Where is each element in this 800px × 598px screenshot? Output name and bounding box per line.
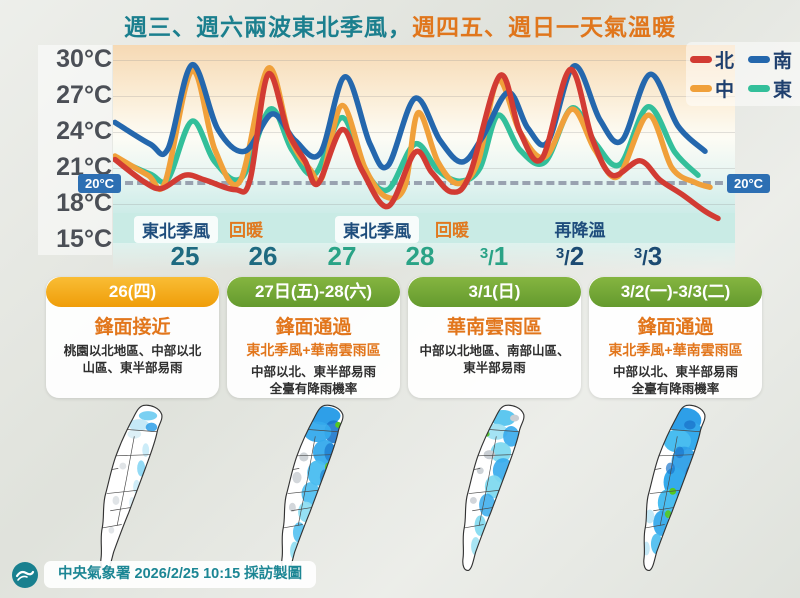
card-header: 3/2(一)-3/3(二): [589, 277, 762, 307]
legend-item-北: 北: [690, 46, 744, 73]
annotation-東北季風: 東北季風: [134, 216, 218, 243]
card-rain-description: 桃園以北地區、中部以北 山區、東半部易雨: [63, 344, 202, 376]
legend-swatch-icon: [690, 56, 712, 63]
annotation-再降溫: 再降溫: [554, 221, 606, 240]
legend-swatch-icon: [690, 85, 712, 92]
taiwan-rain-map-3: [424, 402, 564, 576]
title-cold-part: 週三、週六兩波東北季風，: [124, 14, 412, 40]
card-header: 3/1(日): [408, 277, 581, 307]
x-axis-strip: [113, 243, 735, 270]
footer-credit: 中央氣象署 2026/2/25 10:15 採訪製圖: [44, 561, 317, 588]
y-tick-label: 27°C: [56, 81, 112, 109]
legend-label: 南: [773, 51, 793, 72]
x-tick-label: 26: [248, 241, 278, 271]
y-tick-label: 18°C: [56, 189, 112, 217]
gridline: [113, 204, 735, 205]
wave-glyph-icon: [15, 570, 35, 581]
annotation-東北季風: 東北季風: [335, 216, 419, 243]
taiwan-rain-map-1: [62, 402, 202, 576]
title-warm-part: 週四五、週日一天氣溫暖: [412, 14, 676, 40]
card-condition-title: 鋒面通過: [275, 317, 352, 338]
card-rain-description: 中部以北地區、南部山區、 東半部易雨: [419, 344, 570, 376]
card-condition-title: 華南雲雨區: [446, 317, 542, 338]
card-rain-description: 中部以北、東半部易雨 全臺有降雨機率: [612, 365, 738, 397]
gridline: [113, 60, 735, 61]
card-rain-description: 中部以北、東半部易雨 全臺有降雨機率: [250, 365, 376, 397]
card-condition-subtitle: 東北季風+華南雲雨區: [246, 342, 381, 358]
card-header: 26(四): [46, 277, 219, 307]
taiwan-rain-map-4: [605, 402, 745, 576]
gridline: [113, 132, 735, 133]
legend-swatch-icon: [748, 85, 770, 92]
legend-label: 東: [773, 80, 793, 101]
taiwan-map-svg: [281, 404, 344, 571]
taiwan-map-svg: [643, 404, 706, 571]
forecast-card-3: 3/1(日) 華南雲雨區中部以北地區、南部山區、 東半部易雨: [408, 277, 581, 398]
card-condition-title: 鋒面接近: [94, 317, 171, 338]
x-tick-label: 28: [405, 241, 435, 271]
forecast-card-1: 26(四) 鋒面接近桃園以北地區、中部以北 山區、東半部易雨: [46, 277, 219, 398]
series-line-北: [113, 66, 721, 222]
annotation-回暖: 回暖: [435, 221, 469, 240]
forecast-card-2: 27日(五)-28(六) 鋒面通過東北季風+華南雲雨區中部以北、東半部易雨 全臺有…: [227, 277, 400, 398]
forecast-card-4: 3/2(一)-3/3(二) 鋒面通過東北季風+華南雲雨區中部以北、東半部易雨 全臺…: [589, 277, 762, 398]
taiwan-map-svg: [100, 404, 163, 571]
series-line-南: [113, 62, 708, 171]
ref-badge-right: 20°C: [727, 174, 771, 193]
x-tick-label: 25: [170, 241, 200, 271]
card-condition-title: 鋒面通過: [637, 317, 714, 338]
x-tick-label: 3/3: [633, 241, 663, 271]
page-title: 週三、週六兩波東北季風，週四五、週日一天氣溫暖: [0, 8, 800, 42]
card-header: 27日(五)-28(六): [227, 277, 400, 307]
taiwan-map-svg: [462, 404, 525, 571]
ref-badge-left: 20°C: [78, 174, 122, 193]
gridline: [113, 168, 735, 169]
annotation-回暖: 回暖: [229, 221, 263, 240]
x-tick-label: 27: [327, 241, 357, 271]
y-tick-label: 24°C: [56, 117, 112, 145]
taiwan-rain-map-2: [243, 402, 383, 576]
y-tick-label: 15°C: [56, 225, 112, 253]
legend-swatch-icon: [748, 56, 770, 63]
y-axis-column: 30°C 27°C 24°C 21°C 18°C 15°C: [38, 45, 112, 255]
reference-line-20c: [113, 181, 735, 185]
card-condition-subtitle: 東北季風+華南雲雨區: [608, 342, 743, 358]
legend-item-中: 中: [690, 75, 744, 102]
legend-label: 中: [715, 80, 735, 101]
legend-label: 北: [715, 51, 735, 72]
temperature-line-chart: [113, 62, 721, 222]
x-tick-label: 3/2: [555, 241, 585, 271]
y-tick-label: 30°C: [56, 45, 112, 73]
gridline: [113, 96, 735, 97]
x-tick-label: 3/1: [479, 241, 509, 271]
chart-legend: 北 南中 東: [686, 42, 800, 106]
legend-item-南: 南: [748, 46, 800, 73]
legend-item-東: 東: [748, 75, 800, 102]
cwa-logo-icon: [12, 562, 38, 588]
